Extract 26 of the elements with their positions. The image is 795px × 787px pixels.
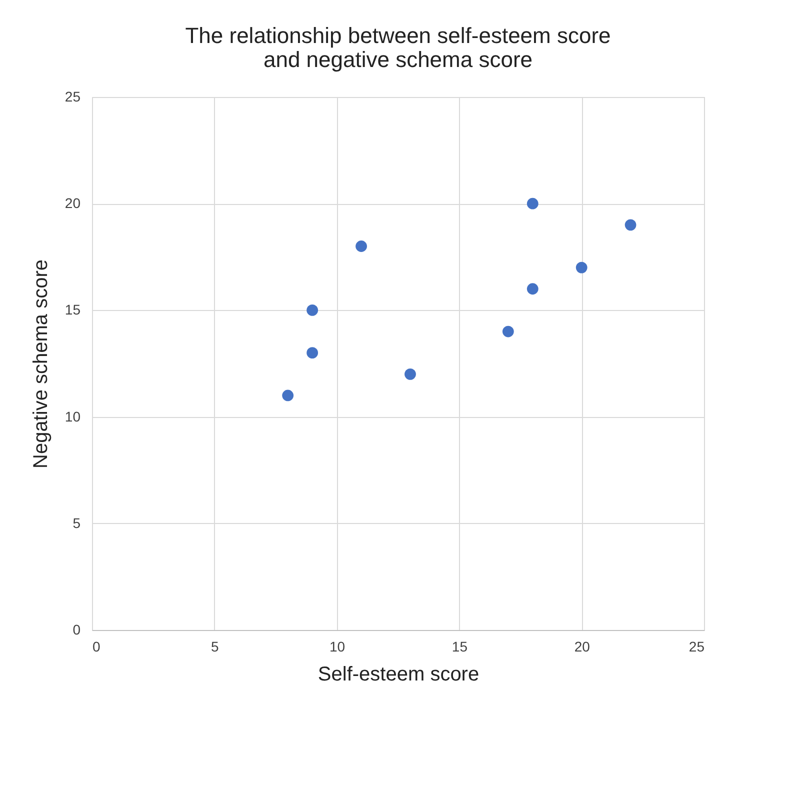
point <box>306 347 318 359</box>
text: and negative schema score <box>263 47 533 72</box>
y-tick-label: 20 <box>64 195 81 212</box>
y-tick-label: 5 <box>72 514 81 531</box>
x-tick-label: 10 <box>330 638 346 654</box>
point <box>306 304 318 316</box>
x-axis-title: Self-esteem score <box>318 664 480 686</box>
point <box>282 390 294 402</box>
point <box>404 368 416 380</box>
point <box>526 283 538 295</box>
point <box>356 240 367 252</box>
y-tick-label: 25 <box>64 88 81 104</box>
x-tick-label: 0 <box>92 638 100 654</box>
x-tick-label: 5 <box>211 638 219 654</box>
x-tick-label: 25 <box>688 638 705 654</box>
x-tick-label: 15 <box>452 638 468 654</box>
y-tick-label: 15 <box>64 302 81 318</box>
point <box>624 219 636 231</box>
text: The relationship between self-esteem score <box>185 23 611 48</box>
y-tick-label: 10 <box>64 408 81 424</box>
x-tick-label: 20 <box>574 638 590 654</box>
y-tick-label: 0 <box>72 622 81 638</box>
point <box>576 262 588 274</box>
y-axis-title: Negative schema score <box>30 260 52 468</box>
point <box>502 326 514 338</box>
point <box>526 198 538 210</box>
